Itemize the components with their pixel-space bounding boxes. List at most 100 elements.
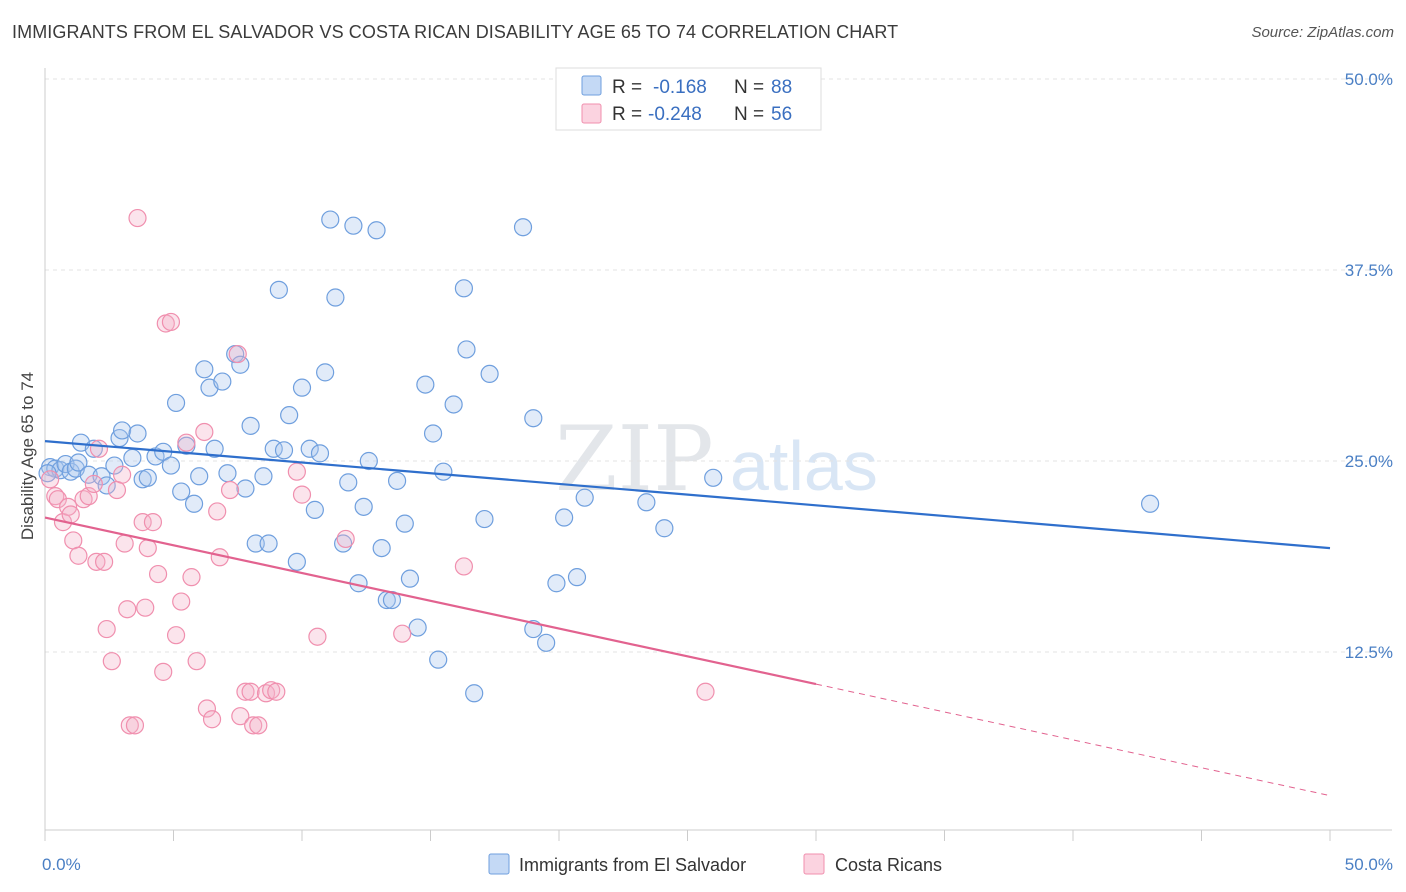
costa-rican-point-5 [61, 505, 80, 524]
costa-rican-point-8 [74, 490, 93, 509]
legend-r-value-2: -0.248 [648, 104, 702, 125]
costa-rican-point-2 [48, 490, 67, 509]
source-label: Source: ZipAtlas.com [1251, 24, 1394, 41]
top-legend: R = -0.168 N = 88 R = -0.248 N = 56 [555, 67, 822, 131]
legend-n-value-2: 56 [771, 104, 792, 125]
legend-r-label-1: R = [612, 77, 642, 98]
costa-rican-trend-extension [815, 683, 1331, 797]
bottom-legend: Immigrants from El Salvador Costa Ricans [488, 853, 942, 875]
y-tick-label-3: 50.0% [1345, 70, 1393, 89]
salvador-point-6 [69, 453, 88, 472]
salvador-point-64 [408, 618, 427, 637]
costa-rican-point-26 [143, 513, 163, 532]
costa-rican-point-7 [69, 546, 88, 565]
salvador-point-23 [172, 482, 191, 501]
salvador-point-12 [105, 456, 124, 475]
salvador-point-83 [637, 493, 656, 512]
costa-rican-point-57 [696, 682, 715, 701]
salvador-point-43 [287, 552, 306, 571]
salvador-point-62 [395, 514, 414, 533]
costa-rican-point-51 [308, 627, 327, 646]
costa-rican-trend-line [44, 516, 817, 686]
salvador-point-84 [655, 519, 674, 538]
salvador-point-29 [205, 439, 224, 458]
trend-lines [44, 440, 1331, 797]
salvador-point-78 [537, 633, 556, 652]
salvador-point-27 [195, 360, 214, 379]
bottom-legend-swatch-salvador [488, 853, 510, 875]
salvador-point-56 [359, 451, 378, 471]
salvador-point-63 [400, 569, 420, 588]
costa-rican-point-43 [231, 707, 250, 726]
x-tick-label-0: 0.0% [42, 855, 81, 874]
costa-rican-point-47 [249, 716, 268, 735]
salvador-point-25 [184, 494, 204, 513]
costa-rican-point-31 [166, 626, 186, 645]
salvador-point-14 [112, 421, 132, 440]
salvador-point-38 [259, 534, 278, 553]
salvador-point-36 [246, 534, 265, 553]
salvador-point-57 [367, 221, 386, 240]
costa-rican-point-36 [195, 422, 214, 442]
costa-rican-point-37 [197, 699, 217, 718]
salvador-point-81 [567, 568, 587, 587]
salvador-point-16 [128, 424, 147, 443]
salvador-point-85 [704, 468, 723, 487]
costa-rican-point-24 [136, 598, 155, 617]
salvador-point-82 [575, 488, 594, 507]
salvador-point-53 [344, 216, 363, 235]
costa-rican-point-22 [128, 208, 147, 228]
x-tick-label-1: 50.0% [1345, 855, 1393, 874]
costa-rican-point-17 [112, 465, 132, 484]
salvador-point-70 [454, 279, 474, 298]
legend-r-label-2: R = [612, 104, 642, 125]
salvador-point-68 [434, 462, 453, 481]
salvador-point-58 [372, 538, 391, 558]
costa-rican-point-46 [244, 716, 263, 735]
costa-rican-point-20 [120, 716, 139, 735]
costa-rican-point-6 [64, 531, 83, 550]
bottom-legend-label-costa-rican: Costa Ricans [835, 855, 942, 875]
salvador-point-55 [354, 497, 373, 516]
salvador-point-45 [300, 439, 319, 458]
salvador-point-21 [161, 456, 181, 475]
salvador-point-72 [465, 684, 484, 703]
costa-rican-point-56 [454, 557, 474, 576]
costa-rican-point-53 [287, 462, 306, 481]
legend-n-value-1: 88 [771, 77, 792, 98]
legend-swatch-salvador [581, 75, 602, 96]
salvador-point-49 [321, 210, 340, 229]
costa-rican-point-55 [393, 624, 412, 643]
salvador-point-42 [280, 406, 299, 425]
bottom-legend-swatch-costa-rican [803, 853, 825, 875]
salvador-point-4 [61, 462, 80, 481]
salvador-point-37 [254, 467, 273, 486]
salvador-point-65 [416, 375, 435, 394]
salvador-point-22 [166, 393, 186, 413]
data-points [38, 208, 1160, 735]
costa-rican-point-41 [220, 480, 240, 500]
costa-rican-point-30 [161, 312, 181, 332]
costa-rican-point-50 [267, 682, 286, 701]
costa-rican-point-52 [292, 485, 312, 504]
costa-rican-point-15 [102, 652, 121, 671]
costa-rican-point-32 [172, 592, 191, 611]
salvador-point-33 [231, 355, 250, 374]
y-tick-label-1: 25.0% [1345, 452, 1393, 471]
salvador-point-48 [316, 363, 335, 382]
costa-rican-point-45 [241, 682, 260, 701]
costa-rican-point-35 [187, 652, 206, 671]
y-tick-label-2: 37.5% [1345, 261, 1393, 280]
costa-rican-point-21 [125, 716, 145, 735]
costa-rican-point-38 [202, 710, 222, 729]
costa-rican-point-23 [133, 513, 152, 532]
salvador-point-67 [429, 650, 448, 669]
axes [44, 68, 1392, 841]
salvador-point-41 [274, 441, 294, 460]
salvador-point-74 [480, 364, 499, 384]
costa-rican-point-11 [87, 552, 106, 571]
costa-rican-point-18 [115, 534, 134, 553]
costa-rican-point-12 [89, 439, 109, 458]
chart-title: IMMIGRANTS FROM EL SALVADOR VS COSTA RIC… [12, 22, 899, 42]
